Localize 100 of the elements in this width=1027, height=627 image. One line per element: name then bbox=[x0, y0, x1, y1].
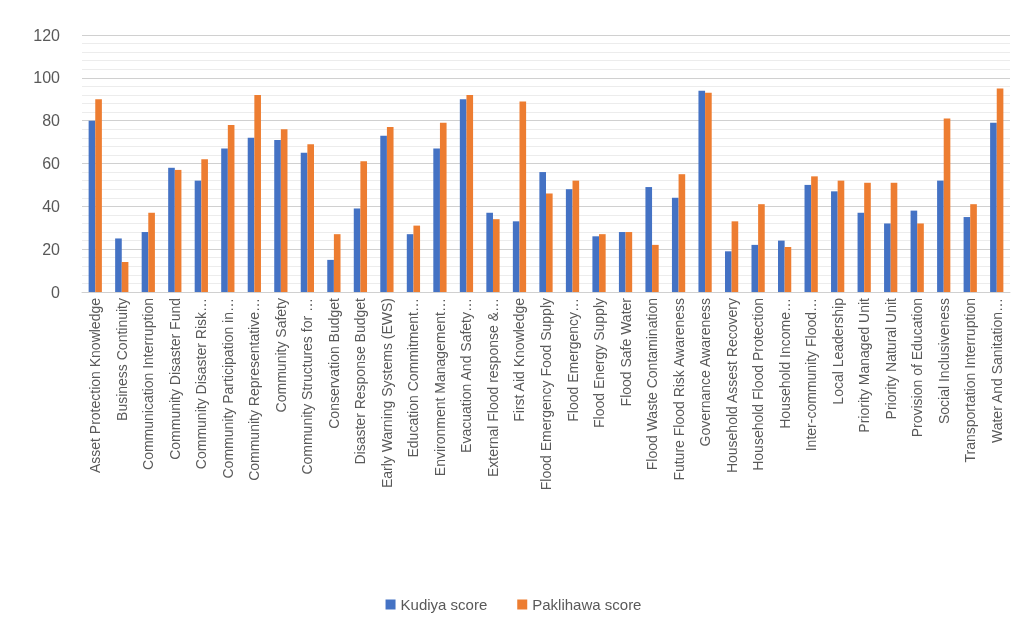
x-tick-label: Community Safety bbox=[272, 298, 289, 413]
bar bbox=[201, 159, 208, 292]
bar bbox=[148, 212, 155, 292]
x-tick-label: Local Leadership bbox=[829, 297, 846, 405]
bar bbox=[254, 94, 261, 292]
x-tick-label: Flood Safe Water bbox=[617, 297, 634, 407]
bar bbox=[115, 238, 122, 292]
bar bbox=[599, 234, 606, 292]
bar bbox=[492, 219, 500, 292]
bar bbox=[327, 259, 334, 292]
x-tick-label: Water And Sanitation… bbox=[988, 298, 1005, 444]
bar bbox=[784, 247, 792, 292]
x-tick-label: Flood Waste Contamination bbox=[644, 298, 661, 471]
x-tick-label: Disaster Response Budget bbox=[352, 297, 369, 465]
x-tick-label: Flood Emergency… bbox=[564, 298, 581, 422]
bar bbox=[811, 176, 818, 292]
bar bbox=[678, 174, 686, 292]
bar bbox=[539, 172, 546, 292]
x-tick-label: Community Representative… bbox=[246, 298, 263, 481]
bar bbox=[300, 152, 308, 292]
bar bbox=[386, 127, 394, 292]
x-tick-label: Flood Emergency Food Supply bbox=[538, 298, 554, 491]
bar bbox=[963, 217, 971, 292]
bar bbox=[592, 236, 600, 292]
bar bbox=[804, 184, 812, 292]
bar bbox=[406, 234, 414, 292]
legend-label: Kudiya score bbox=[400, 596, 488, 613]
x-tick-label: First Aid Knowledge bbox=[511, 297, 528, 422]
x-tick-label: Environment Management… bbox=[431, 298, 448, 477]
bar bbox=[645, 187, 653, 292]
bar bbox=[890, 182, 898, 292]
x-tick-label: Education Commitment… bbox=[405, 298, 422, 458]
x-tick-label: External Flood response &… bbox=[484, 298, 501, 477]
bar bbox=[413, 225, 421, 292]
bar bbox=[831, 191, 838, 292]
bar bbox=[864, 182, 871, 292]
bar bbox=[698, 90, 706, 292]
x-tick-label: Community Disaster Risk… bbox=[193, 298, 210, 470]
y-tick-label: 100 bbox=[33, 69, 61, 87]
x-tick-label: Governance Awareness bbox=[697, 298, 714, 447]
x-tick-label: Evacuation And Safety… bbox=[458, 298, 475, 453]
bar bbox=[943, 118, 951, 292]
x-tick-label: Priority Natural Unit bbox=[882, 297, 899, 420]
x-tick-label: Inter-community Flood… bbox=[803, 298, 820, 452]
y-tick-label: 40 bbox=[42, 197, 61, 215]
bar bbox=[307, 144, 314, 292]
y-tick-label: 120 bbox=[33, 26, 61, 44]
x-tick-label: Communication Interruption bbox=[140, 298, 157, 470]
x-tick-label: Household Assest Recovery bbox=[723, 298, 740, 474]
bar bbox=[705, 92, 712, 292]
y-tick-label: 60 bbox=[42, 155, 61, 172]
bar bbox=[433, 148, 440, 292]
bar bbox=[546, 193, 553, 292]
bar bbox=[751, 244, 759, 292]
x-tick-label: Asset Protection Knowledge bbox=[87, 297, 104, 474]
bar bbox=[88, 120, 96, 292]
x-tick-label: Provision of Education bbox=[909, 298, 926, 438]
x-tick-label: Conservation Budget bbox=[325, 297, 342, 429]
x-tick-label: Community Participation in… bbox=[219, 298, 236, 479]
bar bbox=[937, 180, 944, 292]
bar bbox=[652, 244, 659, 292]
bar bbox=[837, 180, 845, 292]
bar bbox=[95, 99, 102, 292]
bar bbox=[970, 204, 977, 292]
bar bbox=[565, 189, 573, 292]
x-tick-label: Household Flood Protection bbox=[750, 298, 767, 471]
bar bbox=[778, 240, 785, 292]
bar bbox=[758, 204, 765, 292]
bar bbox=[459, 99, 467, 292]
bar bbox=[917, 223, 924, 292]
x-tick-label: Priority Managed Unit bbox=[856, 297, 873, 433]
bar bbox=[466, 94, 474, 292]
bar bbox=[174, 169, 182, 292]
legend-label: Paklihawa score bbox=[532, 596, 642, 613]
bar bbox=[486, 212, 493, 292]
bar bbox=[572, 180, 580, 292]
x-tick-label: Transportation Interruption bbox=[962, 298, 979, 463]
x-tick-label: Community Disaster Fund bbox=[166, 298, 183, 460]
bar bbox=[168, 167, 175, 292]
x-tick-label: Early Warning Systems (EWS) bbox=[378, 298, 395, 489]
bar bbox=[512, 221, 520, 292]
bar bbox=[280, 129, 288, 292]
bar bbox=[121, 262, 129, 292]
bar bbox=[333, 234, 341, 292]
bar bbox=[618, 232, 626, 292]
bar bbox=[360, 161, 368, 292]
bar bbox=[910, 210, 918, 292]
x-tick-label: Household Income… bbox=[776, 298, 793, 429]
bar bbox=[519, 101, 527, 292]
bar bbox=[990, 122, 997, 292]
x-tick-label: Business Continuity bbox=[113, 298, 130, 421]
bar bbox=[439, 122, 447, 292]
bar bbox=[274, 139, 281, 292]
bar bbox=[141, 232, 149, 292]
bar bbox=[671, 197, 679, 292]
bar bbox=[625, 232, 633, 292]
x-tick-label: Flood Energy Supply bbox=[591, 298, 608, 428]
x-tick-label: Future Flood Risk Awareness bbox=[670, 298, 687, 481]
x-tick-label: Social Inclusiveness bbox=[935, 298, 952, 425]
bar bbox=[221, 148, 228, 292]
